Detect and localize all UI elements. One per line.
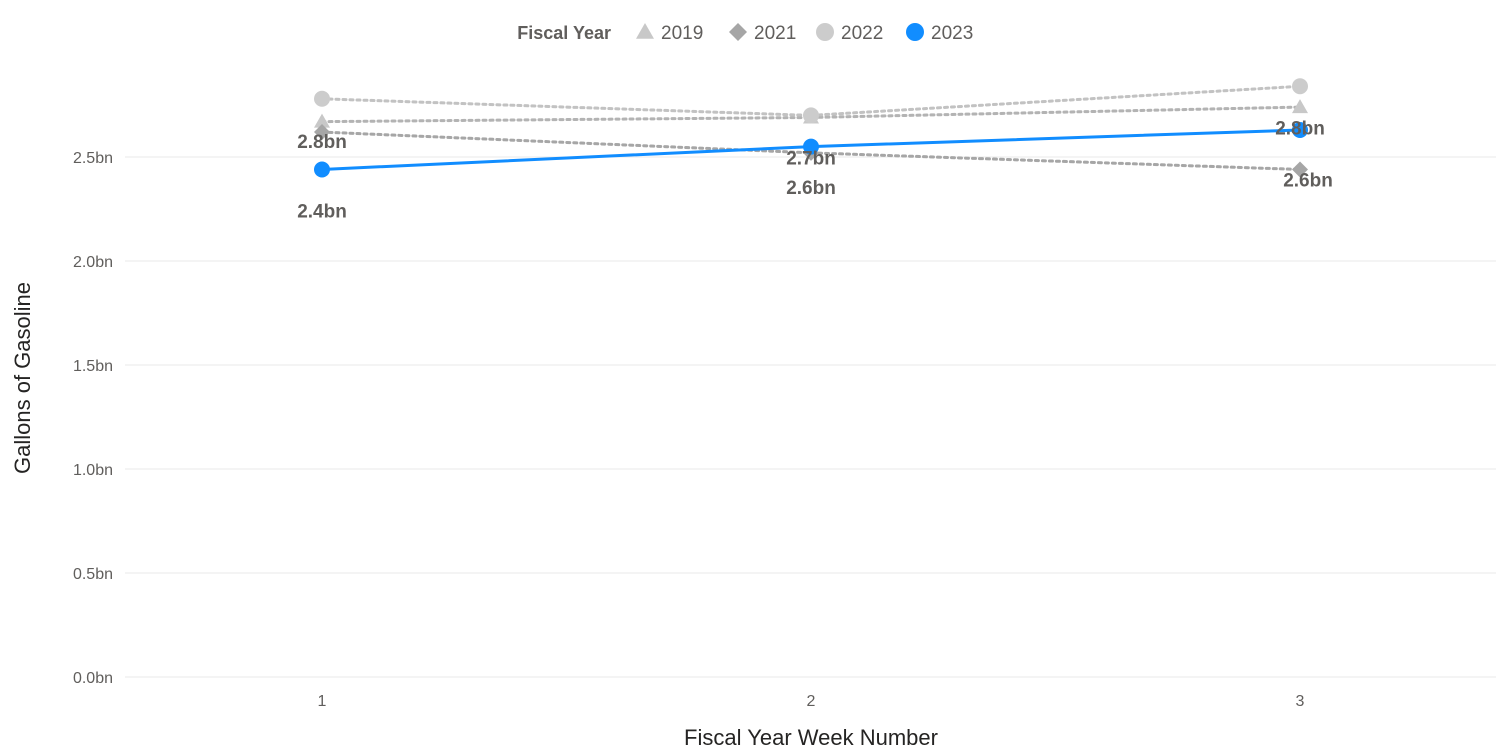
data-labels: 2.6bn 2.6bn 2.8bn 2.7bn 2.8bn 2.4bn — [297, 118, 1333, 222]
marker-circle — [314, 161, 330, 178]
x-axis-ticks: 1 2 3 — [318, 693, 1305, 710]
marker-triangle — [636, 23, 654, 39]
y-tick-label: 0.5bn — [73, 566, 113, 583]
x-tick-label: 3 — [1296, 693, 1305, 710]
legend-item-2023: 2023 — [906, 23, 973, 44]
data-label: 2.4bn — [297, 201, 347, 222]
legend-item-2019: 2019 — [636, 23, 703, 44]
marker-triangle — [314, 113, 330, 128]
y-tick-label: 1.0bn — [73, 462, 113, 479]
marker-circle — [803, 138, 819, 155]
marker-triangle — [1292, 99, 1308, 114]
data-label: 2.8bn — [1275, 118, 1325, 139]
marker-circle — [1292, 121, 1308, 138]
x-tick-label: 2 — [807, 693, 816, 710]
marker-circle — [803, 107, 819, 124]
x-tick-label: 1 — [318, 693, 327, 710]
marker-circle — [314, 90, 330, 107]
series-group — [314, 78, 1308, 178]
marker-diamond — [314, 124, 330, 141]
marker-circle — [906, 23, 924, 41]
marker-circle — [1292, 78, 1308, 95]
marker-diamond — [1292, 161, 1308, 178]
series-2022 — [314, 78, 1308, 124]
y-tick-label: 1.5bn — [73, 358, 113, 375]
marker-circle — [816, 23, 834, 41]
data-label: 2.6bn — [1283, 170, 1333, 191]
y-axis-ticks: 0.0bn 0.5bn 1.0bn 1.5bn 2.0bn 2.5bn — [73, 150, 113, 687]
legend-label: 2023 — [931, 23, 973, 44]
y-tick-label: 2.5bn — [73, 150, 113, 167]
legend: Fiscal Year 2019 2021 2022 2023 — [517, 23, 973, 44]
y-axis-title: Gallons of Gasoline — [10, 282, 35, 474]
data-label: 2.7bn — [786, 148, 836, 169]
data-label: 2.6bn — [786, 178, 836, 199]
y-tick-label: 0.0bn — [73, 670, 113, 687]
x-axis-title: Fiscal Year Week Number — [684, 725, 938, 750]
legend-item-2022: 2022 — [816, 23, 883, 44]
legend-label: 2021 — [754, 23, 796, 44]
gridlines — [125, 156, 1496, 678]
marker-diamond — [729, 23, 747, 41]
legend-title: Fiscal Year — [517, 23, 611, 43]
series-2023 — [314, 121, 1308, 178]
legend-item-2021: 2021 — [729, 23, 796, 44]
legend-label: 2022 — [841, 23, 883, 44]
legend-label: 2019 — [661, 23, 703, 44]
data-label: 2.8bn — [297, 132, 347, 153]
y-tick-label: 2.0bn — [73, 254, 113, 271]
